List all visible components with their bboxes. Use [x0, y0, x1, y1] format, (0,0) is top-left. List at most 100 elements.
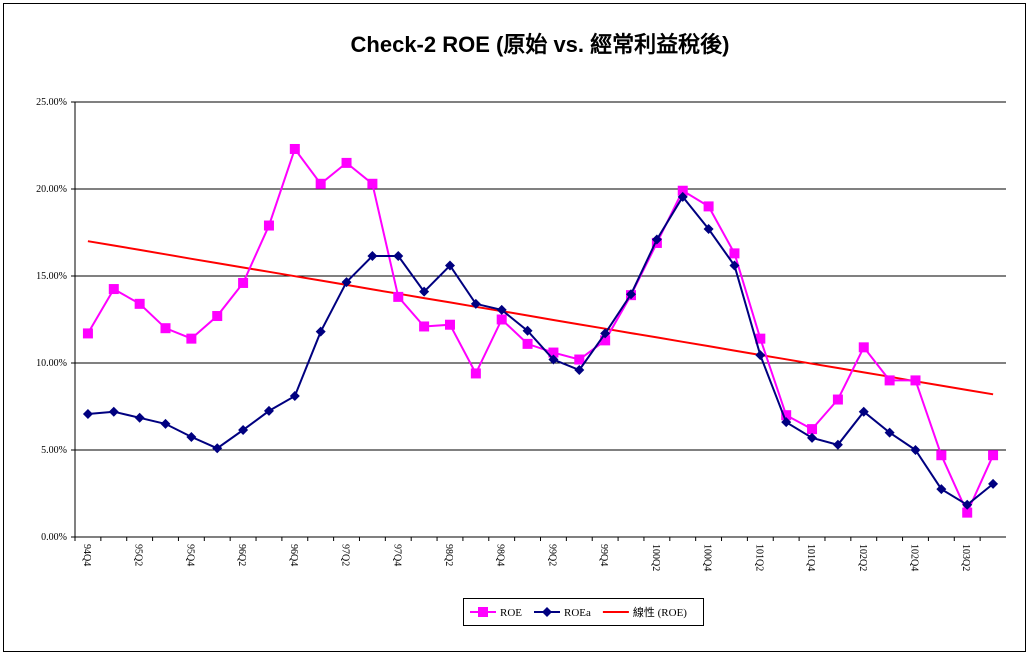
- marker: [134, 412, 145, 423]
- x-tick-label: 99Q2: [546, 544, 557, 566]
- marker: [626, 289, 637, 300]
- marker: [289, 143, 300, 154]
- marker: [677, 191, 688, 202]
- marker: [729, 260, 740, 271]
- legend-label: 線性 (ROE): [633, 605, 687, 619]
- marker: [832, 394, 843, 405]
- y-tick-label: 10.00%: [36, 358, 67, 369]
- legend-label: ROEa: [564, 607, 591, 619]
- y-tick-label: 5.00%: [41, 445, 67, 456]
- marker: [341, 277, 352, 288]
- x-tick-label: 101Q4: [805, 544, 816, 571]
- x-tick-label: 96Q4: [288, 544, 299, 566]
- marker: [548, 354, 559, 365]
- x-tick-label: 95Q4: [184, 544, 195, 566]
- marker: [186, 431, 197, 442]
- marker: [160, 418, 171, 429]
- chart-title: Check-2 ROE (原始 vs. 經常利益稅後): [351, 32, 730, 57]
- marker: [212, 311, 223, 322]
- marker: [936, 450, 947, 461]
- x-tick-label: 98Q2: [443, 544, 454, 566]
- marker: [263, 405, 274, 416]
- marker: [393, 250, 404, 261]
- marker: [470, 298, 481, 309]
- y-tick-label: 25.00%: [36, 97, 67, 108]
- marker: [108, 406, 119, 417]
- x-tick-label: 101Q2: [753, 544, 764, 571]
- marker: [134, 298, 145, 309]
- marker: [444, 260, 455, 271]
- x-tick-label: 97Q4: [391, 544, 402, 566]
- x-tick-label: 100Q4: [702, 544, 713, 571]
- marker: [600, 328, 611, 339]
- marker: [315, 178, 326, 189]
- marker: [781, 410, 792, 421]
- marker: [341, 157, 352, 168]
- marker: [988, 478, 999, 489]
- marker: [807, 424, 818, 435]
- marker: [496, 314, 507, 325]
- marker: [884, 375, 895, 386]
- marker: [419, 321, 430, 332]
- marker: [238, 424, 249, 435]
- marker: [703, 224, 714, 235]
- y-tick-label: 20.00%: [36, 184, 67, 195]
- marker: [548, 347, 559, 358]
- marker: [807, 432, 818, 443]
- legend-box: [463, 598, 704, 626]
- marker: [522, 338, 533, 349]
- marker: [600, 335, 611, 346]
- series-line: [87, 240, 994, 396]
- marker: [522, 325, 533, 336]
- marker: [962, 507, 973, 518]
- x-tick-label: 100Q2: [650, 544, 661, 571]
- marker: [988, 450, 999, 461]
- x-tick-label: 94Q4: [81, 544, 92, 566]
- marker: [574, 354, 585, 365]
- marker: [677, 185, 688, 196]
- marker: [910, 375, 921, 386]
- x-tick-label: 102Q4: [908, 544, 919, 571]
- legend-marker: [478, 607, 488, 617]
- marker: [651, 234, 662, 245]
- y-tick-label: 15.00%: [36, 271, 67, 282]
- marker: [703, 201, 714, 212]
- x-tick-label: 96Q2: [236, 544, 247, 566]
- marker: [755, 350, 766, 361]
- marker: [755, 333, 766, 344]
- marker: [858, 342, 869, 353]
- marker: [858, 406, 869, 417]
- marker: [781, 417, 792, 428]
- legend: ROE ROEa 線性 (ROE): [463, 598, 704, 626]
- marker: [108, 284, 119, 295]
- chart-border: [3, 3, 1026, 652]
- x-tick-label: 95Q2: [133, 544, 144, 566]
- legend-label: ROE: [500, 607, 522, 619]
- marker: [315, 326, 326, 337]
- marker: [496, 304, 507, 315]
- marker: [729, 248, 740, 259]
- series-line: [87, 146, 995, 516]
- marker: [962, 499, 973, 510]
- marker: [444, 319, 455, 330]
- x-tick-label: 99Q4: [598, 544, 609, 566]
- marker: [393, 291, 404, 302]
- marker: [186, 333, 197, 344]
- y-tick-label: 0.00%: [41, 532, 67, 543]
- x-tick-label: 98Q4: [495, 544, 506, 566]
- marker: [263, 220, 274, 231]
- marker: [910, 445, 921, 455]
- x-tick-label: 103Q2: [960, 544, 971, 571]
- marker: [884, 427, 895, 438]
- series-line: [87, 195, 994, 507]
- marker: [82, 328, 93, 339]
- marker: [419, 286, 430, 297]
- x-tick-label: 97Q2: [340, 544, 351, 566]
- marker: [574, 364, 585, 375]
- marker: [82, 408, 93, 419]
- x-tick-label: 102Q2: [857, 544, 868, 571]
- marker: [238, 277, 249, 288]
- legend-marker: [542, 607, 552, 617]
